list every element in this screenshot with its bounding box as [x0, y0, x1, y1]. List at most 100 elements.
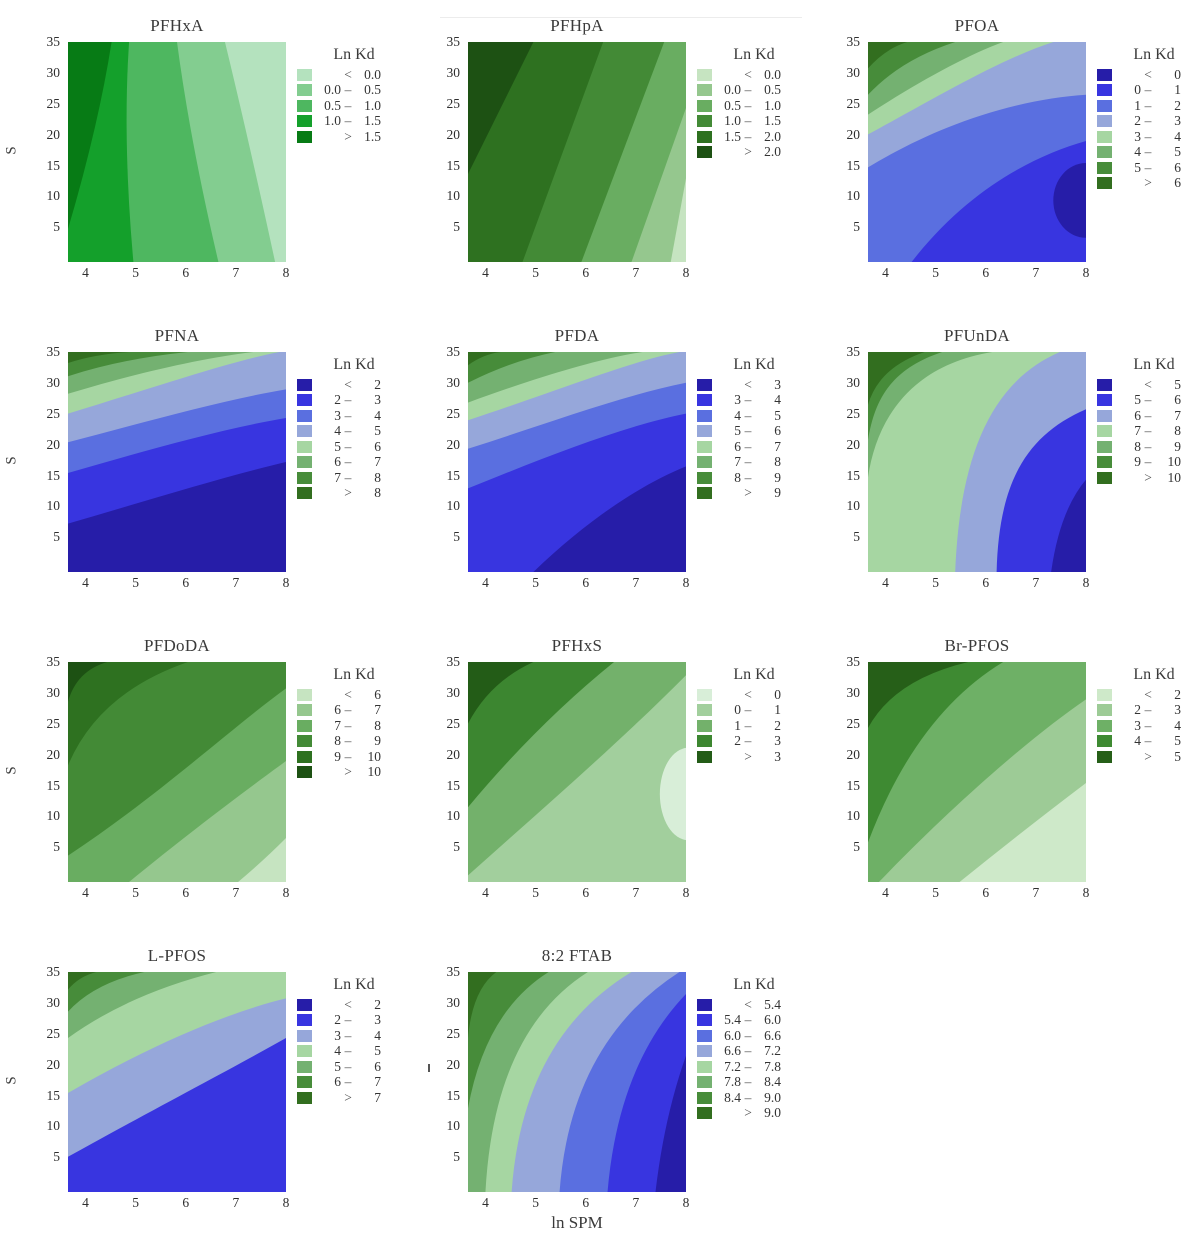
legend-range-operator: <: [744, 686, 752, 702]
y-tick-label: 5: [453, 1149, 460, 1165]
legend: Ln Kd <3 3–4 4–5 5–6 6–7 7–8 8–9 >9: [697, 356, 797, 501]
legend: Ln Kd <5.4 5.4–6.0 6.0–6.6 6.6–7.2 7.2–7.8 7.…: [697, 976, 797, 1121]
legend-entry: 5– 6: [1097, 160, 1197, 176]
legend-swatch: [297, 487, 312, 500]
x-tick-label: 5: [532, 265, 539, 280]
legend-entry: >3: [697, 749, 797, 765]
x-tick-label: 6: [582, 575, 590, 590]
legend-range-operator: <: [344, 686, 352, 702]
x-tick-label: 8: [282, 1195, 290, 1210]
legend-range-lo: 5: [1134, 159, 1141, 175]
y-tick-label: 10: [46, 808, 61, 824]
scan-artifact-mark: [428, 1064, 430, 1072]
x-tick-label: 8: [682, 575, 690, 590]
legend: Ln Kd <2 2–3 3–4 4–5 >5: [1097, 666, 1197, 765]
legend-entry: 2– 3: [297, 1012, 397, 1029]
legend-range-lo: 1.5: [724, 128, 741, 144]
legend-entry: <5.4: [697, 997, 797, 1013]
legend-range-hi: 6.6: [764, 1027, 781, 1043]
legend-range-operator: –: [744, 423, 752, 439]
y-tick-label: 5: [53, 1149, 60, 1165]
legend-range-operator: –: [744, 469, 752, 485]
legend-entry: 1.0–1.5: [297, 113, 397, 130]
legend-range-lo: 4: [334, 423, 341, 439]
legend-range-lo: 6: [334, 1074, 341, 1090]
legend: Ln Kd <0.0 0.0–0.5 0.5–1.0 1.0–1.5 >1.5: [297, 46, 397, 145]
y-tick-label: 15: [846, 157, 861, 173]
legend-range-lo: 0: [734, 702, 741, 718]
legend-range-hi: 5: [1174, 144, 1181, 160]
legend-range-operator: –: [344, 82, 352, 98]
x-tick-label: 4: [482, 265, 489, 280]
legend-swatch: [1097, 146, 1112, 159]
legend-entry: <0: [697, 687, 797, 703]
legend-range-hi: 0.0: [364, 66, 381, 82]
x-tick-label: 8: [682, 885, 690, 900]
legend-swatch: [297, 1014, 312, 1027]
y-tick-label: 35: [846, 654, 861, 669]
y-tick-label: 10: [846, 498, 861, 514]
legend-range-operator: –: [744, 113, 752, 129]
legend-range-lo: 4: [1134, 733, 1141, 749]
legend-range-hi: 0: [774, 686, 781, 702]
legend-range-hi: 1: [1174, 82, 1181, 98]
legend-range-hi: 0: [1174, 66, 1181, 82]
legend-range-lo: 4: [1134, 144, 1141, 160]
legend-swatch: [297, 471, 312, 484]
legend-entry: <3: [697, 377, 797, 393]
legend-range-operator: –: [344, 423, 352, 439]
x-tick-label: 5: [932, 575, 939, 590]
legend-entry: 6– 7: [297, 702, 397, 719]
legend: Ln Kd <2 2–3 3–4 4–5 5–6 6–7 >7: [297, 976, 397, 1106]
y-tick-label: 10: [446, 1118, 461, 1134]
x-tick-label: 7: [232, 885, 240, 900]
y-tick-label: 25: [46, 95, 61, 111]
plot-title: PFOA: [954, 16, 1000, 35]
legend-swatch: [697, 409, 712, 422]
legend-swatch: [697, 1107, 712, 1120]
legend-swatch: [1097, 735, 1112, 748]
legend-range-hi: 7: [374, 454, 381, 470]
legend-title: Ln Kd: [333, 666, 375, 683]
contour-band: [468, 972, 497, 1038]
legend-range-lo: 1: [734, 717, 741, 733]
y-tick-label: 20: [846, 436, 861, 452]
x-tick-label: 6: [982, 885, 990, 900]
legend-entry: 7.8–8.4: [697, 1074, 797, 1091]
legend-swatch: [297, 440, 312, 453]
legend-range-hi: 2.0: [764, 144, 781, 160]
legend-range-lo: 0.5: [724, 97, 741, 113]
legend-title: Ln Kd: [733, 46, 775, 63]
legend-range-operator: >: [744, 1105, 752, 1121]
legend-swatch: [297, 378, 312, 391]
legend-rows: <2 2–3 3–4 4–5 5–6 6–7 >7: [297, 997, 397, 1106]
legend-swatch: [1097, 68, 1112, 81]
y-tick-label: 30: [46, 65, 61, 81]
legend-swatch: [697, 719, 712, 732]
legend-range-hi: 0.5: [364, 82, 381, 98]
legend-range-hi: 0.5: [764, 82, 781, 98]
legend-title: Ln Kd: [733, 666, 775, 683]
legend-range-lo: 6.6: [724, 1043, 741, 1059]
y-axis-label: S: [3, 1076, 20, 1085]
legend-range-lo: 0.0: [324, 82, 341, 98]
legend-swatch: [297, 1091, 312, 1104]
legend-range-hi: 6: [374, 1058, 381, 1074]
legend-entry: 9–10: [1097, 454, 1197, 471]
legend-swatch: [297, 1029, 312, 1042]
legend-range-operator: >: [344, 764, 352, 780]
legend-range-hi: 7: [374, 1074, 381, 1090]
x-tick-label: 7: [1032, 575, 1040, 590]
legend-range-hi: 4: [1174, 128, 1181, 144]
legend-range-hi: 3: [1174, 113, 1181, 129]
legend-swatch: [297, 750, 312, 763]
legend-range-lo: 1.0: [324, 113, 341, 129]
contour-band: [868, 352, 993, 478]
legend-entry: 6– 7: [697, 439, 797, 455]
y-tick-label: 10: [46, 188, 61, 204]
legend-entry: <5: [1097, 377, 1197, 393]
legend-swatch: [697, 688, 712, 701]
legend-entry: 2– 3: [297, 392, 397, 409]
